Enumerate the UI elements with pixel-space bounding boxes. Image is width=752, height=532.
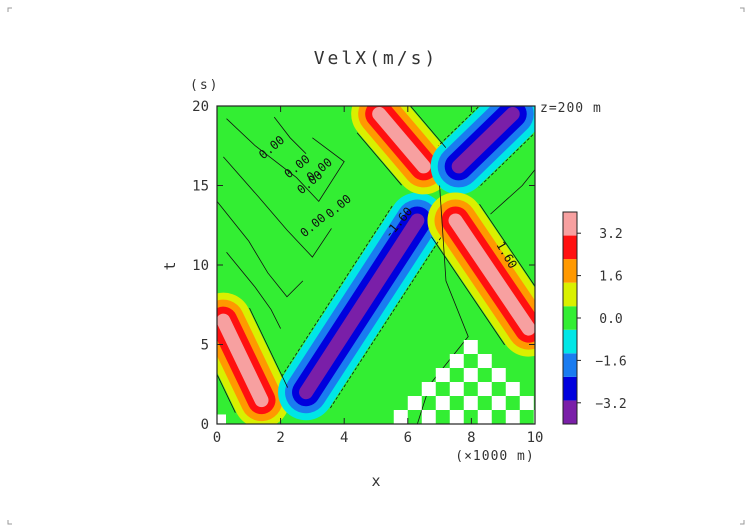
colorbar-tick-label: 0.0: [599, 312, 622, 327]
zero-contour-1: [223, 156, 332, 258]
y-tick-label: 15: [192, 179, 209, 195]
contour-line-2: [356, 106, 447, 186]
depth-annotation: z=200 m: [540, 101, 602, 116]
x-tick-label: 6: [404, 430, 412, 446]
zero-contour-4: [273, 116, 307, 154]
x-tick-label: 4: [340, 430, 348, 446]
colorbar: 3.2 1.6 0.0 −1.6 −3.2: [562, 211, 627, 425]
colorbar-swatch: [563, 400, 577, 424]
colorbar-swatch: [563, 329, 577, 354]
x-tick-label: 10: [527, 430, 544, 446]
zero-contour-6: [416, 185, 469, 424]
colorbar-swatch: [563, 282, 577, 307]
x-tick-label: 2: [276, 430, 284, 446]
colorbar-tick-label: −3.2: [595, 397, 626, 412]
y-axis-label: t: [161, 261, 179, 270]
contour-line-3: [438, 106, 534, 188]
colorbar-swatch: [563, 306, 577, 330]
y-tick-label: 0: [201, 417, 209, 433]
y-tick-label: 20: [192, 99, 209, 115]
contour-band-4-level-3: [448, 213, 535, 336]
x-axis: 0 2 4 6 8 10: [213, 106, 544, 446]
contour-band-3-level-3: [451, 106, 520, 174]
y-tick-label: 10: [192, 258, 209, 274]
x-axis-label: x: [371, 472, 380, 490]
contour-line-4: [431, 204, 535, 346]
undefined-region: [217, 340, 535, 424]
contour-field: 0.000.000.000.000.000.00 -1.601.60: [217, 106, 535, 424]
contour-line-1: [281, 204, 443, 409]
y-unit-label: (s): [190, 78, 219, 93]
colorbar-swatch: [563, 376, 577, 401]
contour-band-1-level-3: [299, 213, 425, 400]
x-unit-label: (×1000 m): [455, 449, 534, 464]
crop-marks: [7, 7, 745, 525]
zero-contour-0: [226, 118, 345, 203]
colorbar-tick-label: 1.6: [599, 270, 622, 285]
contour-band-2-level-3: [372, 106, 431, 174]
x-tick-label: 8: [467, 430, 475, 446]
chart-title: VelX(m/s): [314, 48, 439, 69]
colorbar-tick-label: −1.6: [595, 354, 626, 369]
y-tick-label: 5: [201, 338, 209, 354]
colorbar-swatch: [563, 259, 577, 283]
contour-band-0-level-3: [217, 313, 269, 408]
colorbar-swatch: [563, 353, 577, 377]
colorbar-tick-label: 3.2: [599, 227, 622, 242]
zero-contour-2: [217, 201, 304, 298]
colorbar-swatch: [563, 212, 577, 236]
colorbar-swatch: [563, 235, 577, 260]
x-tick-label: 0: [213, 430, 221, 446]
zero-contour-3: [226, 252, 281, 329]
y-axis: 0 5 10 15 20: [192, 99, 535, 433]
contour-line-0: [217, 307, 289, 413]
zero-contour-5: [490, 169, 535, 215]
